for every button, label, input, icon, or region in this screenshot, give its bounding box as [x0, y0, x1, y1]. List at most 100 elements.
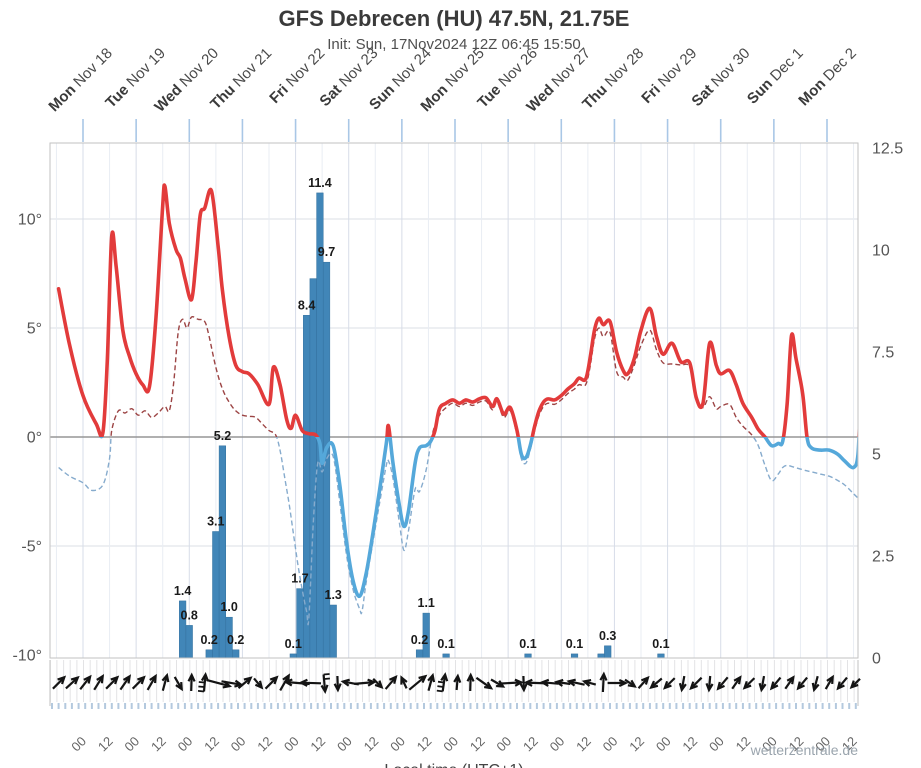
- hour-tick: [589, 703, 592, 709]
- hour-tick: [735, 703, 738, 709]
- precip-value-label: 0.1: [652, 637, 669, 651]
- left-axis-tick-label: 0°: [27, 430, 42, 447]
- wind-arrow-head: [627, 679, 637, 688]
- wind-arrow-head: [122, 674, 132, 684]
- wind-arrow-head: [374, 680, 384, 689]
- wind-arrow-shaft: [499, 681, 522, 685]
- hour-tick: [834, 703, 837, 709]
- precip-bar: [185, 625, 193, 659]
- wind-arrow-head: [716, 681, 725, 691]
- wind-barb: [197, 690, 205, 693]
- hour-tick: [369, 703, 372, 709]
- hour-tick: [502, 703, 505, 709]
- wind-arrow: [52, 675, 67, 690]
- wind-arrow-head: [200, 671, 210, 682]
- hour-tick: [768, 703, 771, 709]
- hour-tick: [436, 703, 439, 709]
- hour-tick: [462, 703, 465, 709]
- right-axis-tick-label: 12.5: [872, 141, 903, 158]
- wind-arrow-head: [254, 680, 264, 690]
- wind-arrow: [624, 678, 637, 688]
- hour-tick-label: 00: [121, 734, 142, 755]
- wind-arrow-head: [96, 674, 105, 684]
- wind-barb: [198, 681, 205, 684]
- wind-arrow: [784, 675, 795, 690]
- hour-tick: [203, 703, 206, 709]
- wind-arrow-head: [553, 678, 564, 687]
- right-axis-tick-label: 10: [872, 243, 890, 260]
- wind-arrow: [689, 676, 703, 691]
- hour-tick: [575, 703, 578, 709]
- precip-bar: [289, 653, 297, 659]
- hour-tick: [250, 703, 253, 709]
- hour-tick: [310, 703, 313, 709]
- hour-tick: [615, 703, 618, 709]
- hour-tick: [801, 703, 804, 709]
- wind-arrow-head: [849, 680, 859, 689]
- wind-arrow: [566, 678, 585, 687]
- hour-tick: [555, 703, 558, 709]
- hour-tick: [549, 703, 552, 709]
- precip-bar-labels: 1.40.80.23.15.21.00.2 0.11.78.411.49.71.3…: [174, 176, 670, 651]
- hour-tick: [197, 703, 200, 709]
- hour-tick: [90, 703, 93, 709]
- wind-arrow: [849, 678, 861, 689]
- wind-arrow: [333, 675, 342, 693]
- hour-tick-label: 12: [148, 734, 169, 755]
- wind-arrow-head: [826, 674, 834, 684]
- wind-arrow: [187, 672, 196, 692]
- hour-tick: [535, 703, 538, 709]
- wind-arrow-head: [484, 681, 494, 690]
- wind-arrow-head: [581, 679, 592, 687]
- hour-tick-label: 00: [334, 734, 355, 755]
- wind-arrow-head: [618, 679, 629, 687]
- wind-arrow-shaft: [65, 676, 79, 690]
- wind-arrow: [811, 675, 820, 693]
- left-axis-tick-label: 10°: [18, 212, 42, 229]
- hour-tick: [702, 703, 704, 709]
- wind-strip: [49, 660, 859, 709]
- hour-tick: [675, 703, 678, 709]
- wind-arrow: [453, 673, 462, 691]
- right-axis-tick-label: 2.5: [872, 549, 894, 566]
- hour-tick-label: 00: [600, 734, 621, 755]
- hour-tick: [781, 703, 784, 709]
- hour-tick: [110, 703, 113, 709]
- precip-bar: [597, 653, 605, 659]
- wind-arrow-shaft: [79, 676, 91, 690]
- wind-arrow-head: [466, 672, 475, 682]
- precip-bar: [570, 653, 579, 659]
- hour-tick: [336, 703, 339, 709]
- hour-tick: [622, 703, 625, 709]
- precip-bar: [657, 653, 665, 659]
- wind-arrows: [52, 671, 861, 695]
- wind-arrow-head: [161, 672, 170, 683]
- wind-arrow: [161, 672, 170, 691]
- wind-arrow-shaft: [568, 680, 585, 686]
- hour-tick-label: 12: [254, 734, 275, 755]
- right-axis-tick-label: 0: [872, 651, 881, 668]
- wind-arrow-shaft: [264, 676, 278, 690]
- hour-tick: [476, 703, 479, 709]
- hour-tick: [814, 703, 817, 709]
- wind-arrow-shaft: [206, 678, 230, 688]
- hour-tick: [795, 703, 797, 709]
- temperature-line-above: [56, 183, 858, 437]
- precip-value-label: 0.1: [519, 637, 536, 651]
- hour-tick: [728, 703, 731, 709]
- page-title: GFS Debrecen (HU) 47.5N, 21.75E: [279, 6, 630, 31]
- hour-tick: [64, 703, 67, 709]
- x-axis-title: Local time (UTC+1): [384, 762, 523, 768]
- hour-tick: [582, 703, 585, 709]
- wind-arrow-shaft: [427, 675, 434, 691]
- precip-value-label: 5.2: [214, 429, 231, 443]
- wind-arrow: [408, 674, 428, 691]
- hour-tick: [117, 703, 120, 709]
- hour-tick: [788, 703, 791, 709]
- wind-arrow: [716, 676, 729, 691]
- precip-bar: [524, 653, 532, 659]
- hour-tick: [409, 703, 412, 709]
- wind-arrow-head: [149, 673, 157, 684]
- wind-arrow-head: [340, 678, 351, 687]
- hour-tick: [243, 703, 246, 709]
